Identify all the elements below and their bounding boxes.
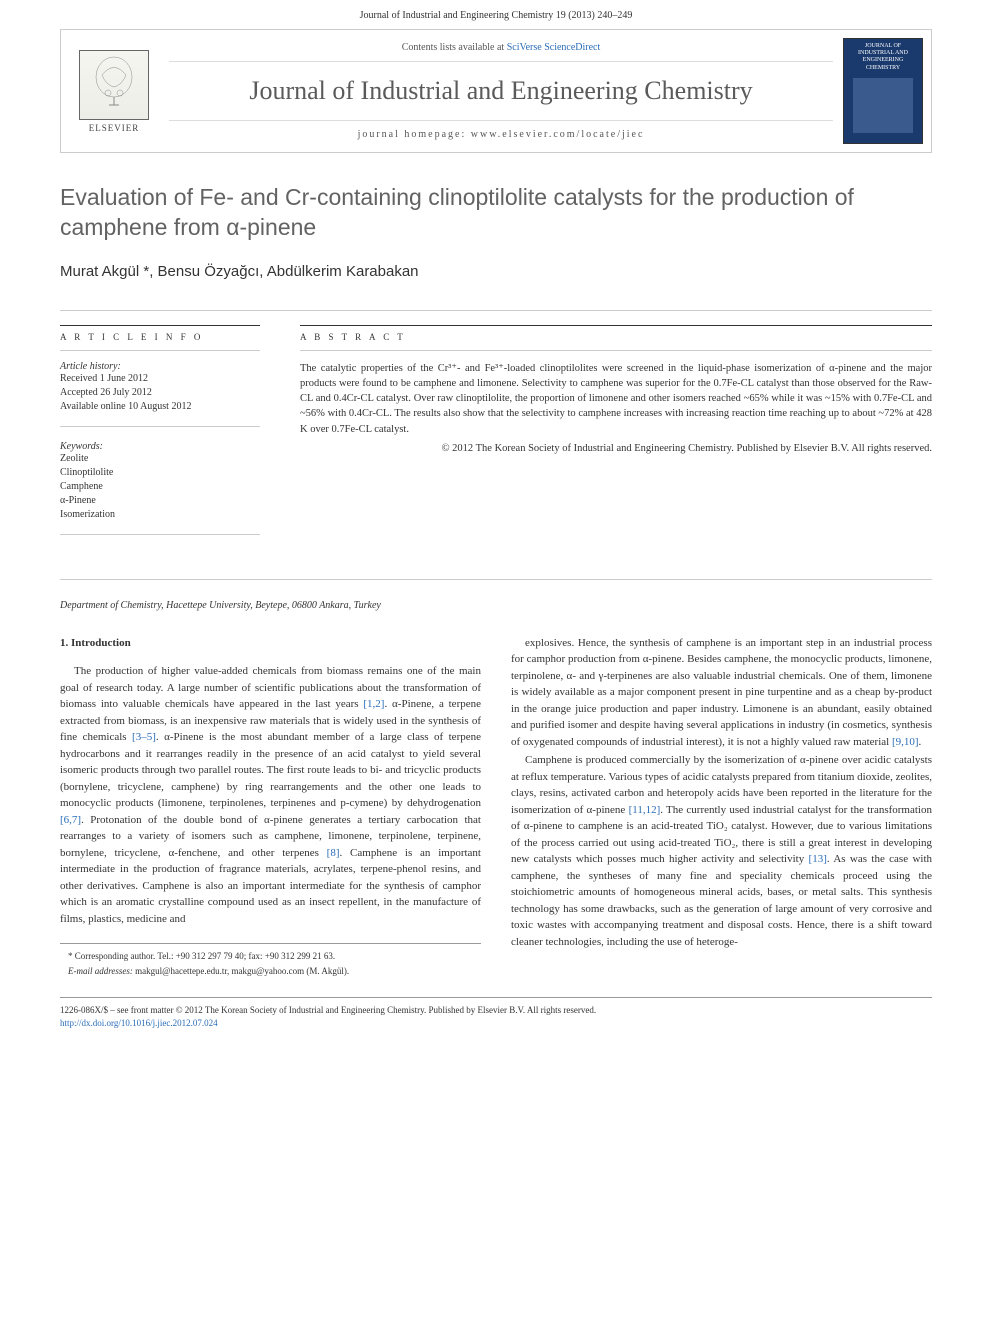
cover-title: JOURNAL OF INDUSTRIAL AND ENGINEERING CH… [848,43,918,72]
corresponding-author-footnote: * Corresponding author. Tel.: +90 312 29… [60,943,481,977]
homepage-prefix: journal homepage: [358,129,471,140]
history-line: Received 1 June 2012 [60,372,260,386]
header-citation: Journal of Industrial and Engineering Ch… [0,0,992,29]
history-label: Article history: [60,361,260,372]
footer-copyright: 1226-086X/$ – see front matter © 2012 Th… [60,1004,932,1017]
contents-line: Contents lists available at SciVerse Sci… [169,42,833,62]
doi-link[interactable]: http://dx.doi.org/10.1016/j.jiec.2012.07… [60,1018,218,1028]
history-line: Accepted 26 July 2012 [60,386,260,400]
journal-header-box: ELSEVIER Contents lists available at Sci… [60,29,932,153]
article-info-column: A R T I C L E I N F O Article history: R… [60,325,260,549]
article-info-heading: A R T I C L E I N F O [60,332,260,351]
article-body: 1. Introduction The production of higher… [60,635,932,978]
body-paragraph: Camphene is produced commercially by the… [511,752,932,950]
publisher-name: ELSEVIER [89,123,140,133]
article-title: Evaluation of Fe- and Cr-containing clin… [60,183,932,243]
keywords-label: Keywords: [60,441,260,452]
body-paragraph: The production of higher value-added che… [60,663,481,927]
keyword: Camphene [60,480,260,494]
journal-cover-thumbnail: JOURNAL OF INDUSTRIAL AND ENGINEERING CH… [843,38,923,144]
keyword: Clinoptilolite [60,466,260,480]
keyword: Zeolite [60,452,260,466]
footnote-emails: E-mail addresses: makgul@hacettepe.edu.t… [60,965,481,978]
contents-prefix: Contents lists available at [402,42,507,53]
email-values: makgul@hacettepe.edu.tr, makgu@yahoo.com… [135,966,349,976]
cover-image-icon [853,78,913,133]
homepage-url: www.elsevier.com/locate/jiec [471,129,645,140]
body-paragraph: explosives. Hence, the synthesis of camp… [511,635,932,751]
page-footer: 1226-086X/$ – see front matter © 2012 Th… [60,997,932,1029]
abstract-column: A B S T R A C T The catalytic properties… [300,325,932,549]
footnote-corr: * Corresponding author. Tel.: +90 312 29… [60,950,481,963]
section-heading: 1. Introduction [60,635,481,652]
homepage-line: journal homepage: www.elsevier.com/locat… [169,120,833,140]
history-line: Available online 10 August 2012 [60,400,260,414]
affiliation: Department of Chemistry, Hacettepe Unive… [60,579,932,611]
abstract-heading: A B S T R A C T [300,332,932,351]
header-center: Contents lists available at SciVerse Sci… [169,38,833,144]
publisher-logo: ELSEVIER [69,38,159,144]
journal-name: Journal of Industrial and Engineering Ch… [169,62,833,120]
keyword: α-Pinene [60,494,260,508]
abstract-copyright: © 2012 The Korean Society of Industrial … [300,443,932,454]
keyword: Isomerization [60,508,260,522]
authors: Murat Akgül *, Bensu Özyağcı, Abdülkerim… [60,263,932,280]
abstract-text: The catalytic properties of the Cr³⁺- an… [300,361,932,437]
email-label: E-mail addresses: [68,966,133,976]
elsevier-tree-icon [79,50,149,120]
sciencedirect-link[interactable]: SciVerse ScienceDirect [507,42,601,53]
